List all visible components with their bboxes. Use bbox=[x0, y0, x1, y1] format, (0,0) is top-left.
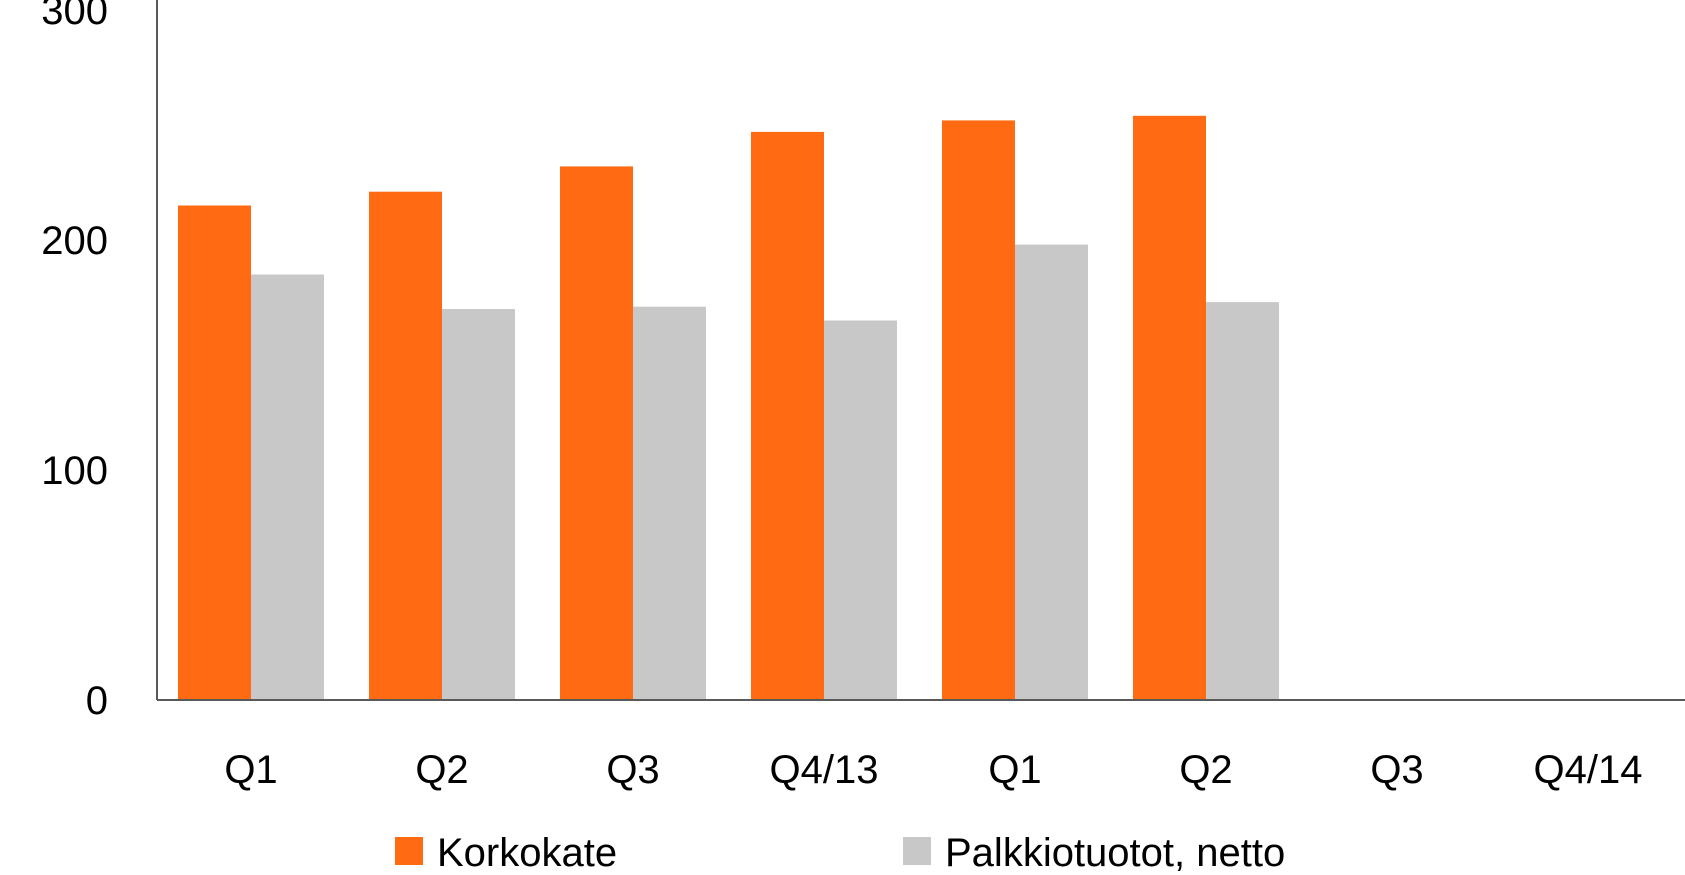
bar-korkokate bbox=[560, 166, 633, 700]
x-category-label: Q4/13 bbox=[770, 748, 879, 792]
bar-korkokate bbox=[942, 120, 1015, 700]
x-category-label: Q4/14 bbox=[1534, 748, 1643, 792]
bar-palkkiotuotot bbox=[1206, 302, 1279, 700]
bar-palkkiotuotot bbox=[251, 274, 324, 700]
legend-label: Palkkiotuotot, netto bbox=[945, 831, 1285, 875]
bar-korkokate bbox=[369, 191, 442, 700]
y-tick-label: 100 bbox=[41, 449, 108, 493]
y-tick-label: 0 bbox=[86, 679, 108, 723]
bar-korkokate bbox=[178, 205, 251, 700]
bar-palkkiotuotot bbox=[442, 309, 515, 700]
bars bbox=[178, 115, 1279, 701]
legend-swatch bbox=[903, 837, 931, 865]
y-axis-ticks: 0 100 200 300 bbox=[41, 0, 108, 723]
legend: Korkokate Palkkiotuotot, netto bbox=[395, 831, 1285, 875]
legend-swatch bbox=[395, 837, 423, 865]
bar-korkokate bbox=[1133, 115, 1206, 701]
x-category-label: Q1 bbox=[988, 748, 1041, 792]
bar-palkkiotuotot bbox=[1015, 244, 1088, 700]
legend-label: Korkokate bbox=[437, 831, 617, 875]
x-category-label: Q1 bbox=[224, 748, 277, 792]
x-category-label: Q2 bbox=[1179, 748, 1232, 792]
bar-palkkiotuotot bbox=[824, 320, 897, 700]
x-axis-labels: Q1 Q2 Q3 Q4/13 Q1 Q2 Q3 Q4/14 bbox=[224, 748, 1642, 792]
y-tick-label: 300 bbox=[41, 0, 108, 33]
y-tick-label: 200 bbox=[41, 219, 108, 263]
x-category-label: Q3 bbox=[1370, 748, 1423, 792]
x-category-label: Q3 bbox=[606, 748, 659, 792]
x-category-label: Q2 bbox=[415, 748, 468, 792]
bar-korkokate bbox=[751, 131, 824, 700]
bar-palkkiotuotot bbox=[633, 306, 706, 700]
